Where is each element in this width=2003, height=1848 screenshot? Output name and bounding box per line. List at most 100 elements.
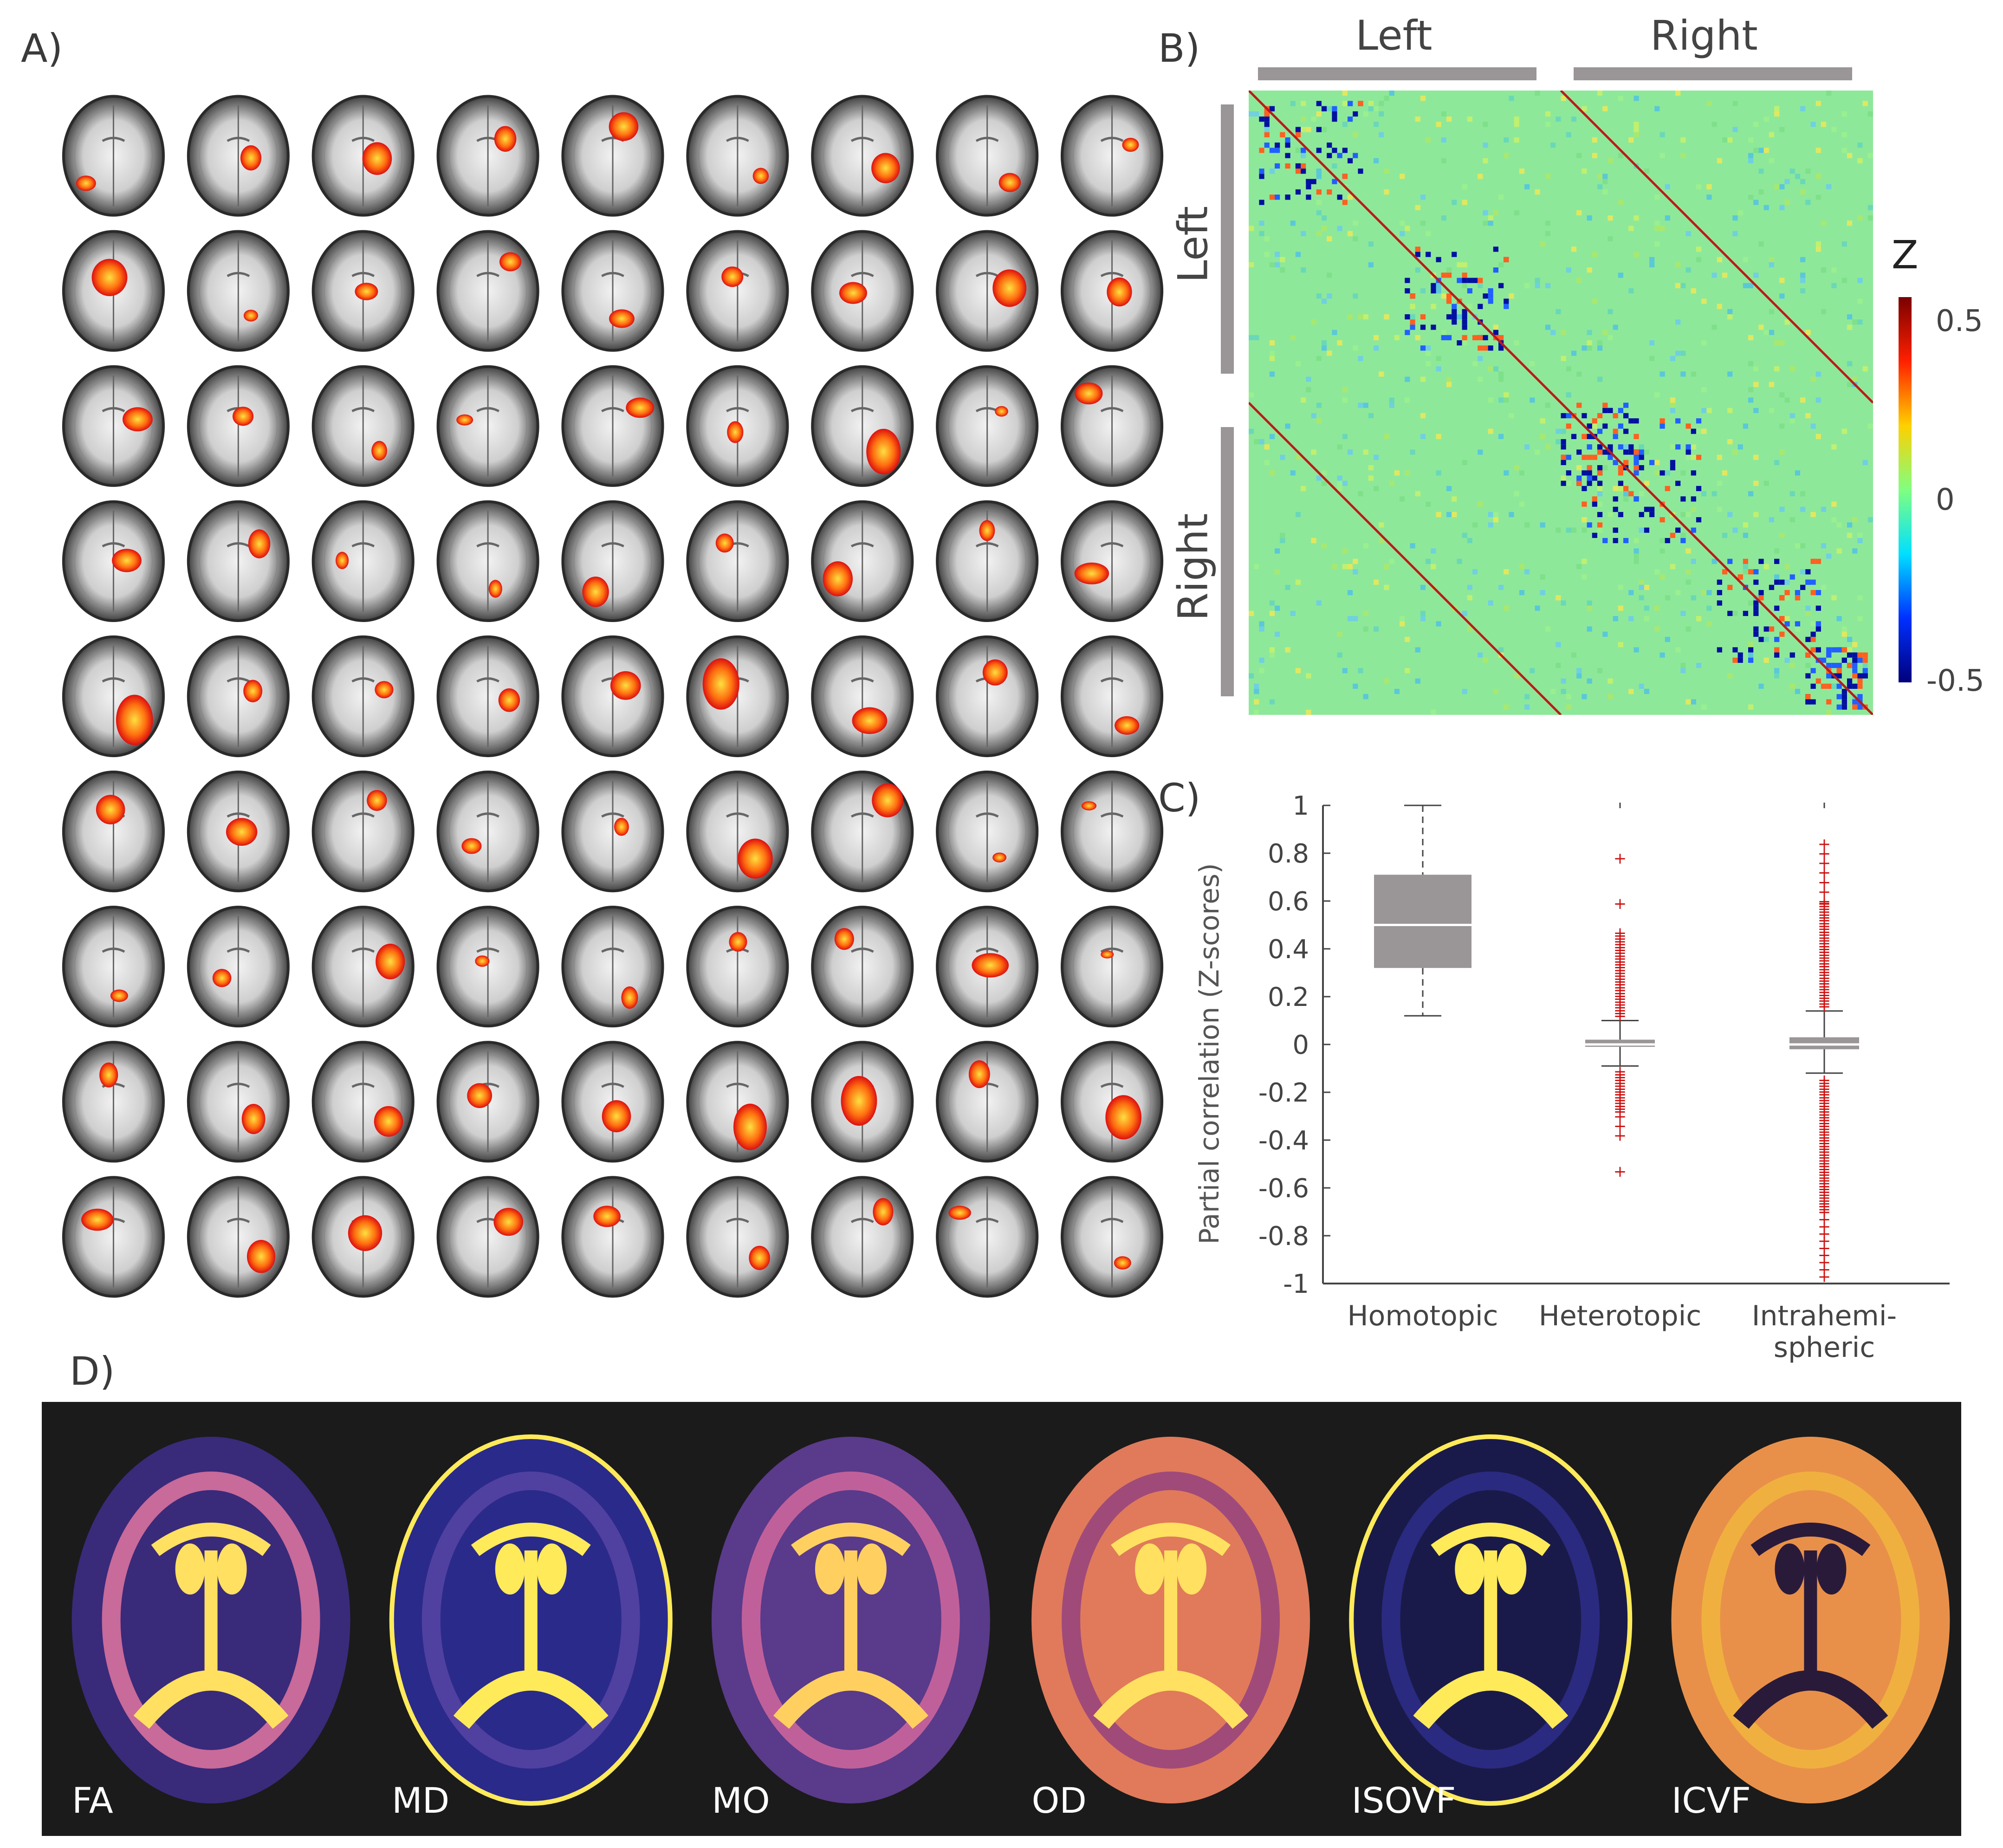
panel-b-top-right-bar	[1574, 67, 1852, 80]
brain-slice	[686, 95, 789, 217]
outlier-marker: +	[1818, 873, 1831, 892]
outlier-marker: +	[1614, 1091, 1627, 1109]
outlier-marker: +	[1818, 892, 1831, 911]
brain-slice	[936, 906, 1039, 1028]
outlier-marker: +	[1818, 1111, 1831, 1130]
brain-slice	[936, 635, 1039, 758]
outlier-marker: +	[1818, 1194, 1831, 1213]
activation-blob	[243, 680, 263, 702]
outlier-marker: +	[1614, 1083, 1627, 1101]
brain-slice	[62, 230, 165, 352]
panel-a-label: A)	[21, 26, 63, 71]
outlier-marker: +	[1818, 1088, 1831, 1107]
activation-blob	[582, 577, 609, 607]
outlier-marker: +	[1614, 1001, 1627, 1020]
activation-blob	[1122, 137, 1139, 152]
outlier-marker: +	[1818, 1100, 1831, 1118]
y-tick-label: -1	[1283, 1269, 1309, 1299]
outlier-marker: +	[1818, 972, 1831, 990]
activation-blob	[362, 142, 392, 175]
outlier-marker: +	[1818, 835, 1831, 853]
outlier-marker: +	[1614, 933, 1627, 951]
outlier-marker: +	[1818, 854, 1831, 873]
brain-slice	[936, 95, 1039, 217]
outlier-marker: +	[1614, 970, 1627, 988]
outlier-marker: +	[1818, 1163, 1831, 1181]
outlier-marker: +	[1818, 969, 1831, 987]
outlier-marker: +	[1818, 966, 1831, 985]
outlier-marker: +	[1818, 1166, 1831, 1184]
brain-slice	[311, 365, 415, 487]
outlier-marker: +	[1614, 938, 1627, 957]
outlier-marker: +	[1818, 1157, 1831, 1176]
outlier-marker: +	[1818, 1268, 1831, 1286]
brain-slice	[811, 1041, 914, 1163]
box-3: ++++++++++++++++++++++++++++++++++++++++…	[1789, 803, 1859, 1286]
activation-blob	[873, 1198, 894, 1226]
outlier-marker: +	[1818, 937, 1831, 956]
activation-blob	[721, 266, 744, 287]
y-tick-label: 0	[1292, 1030, 1309, 1060]
brain-slice	[436, 1041, 539, 1163]
brain-slice	[1061, 771, 1164, 893]
activation-blob	[749, 1245, 770, 1270]
outlier-marker: +	[1818, 994, 1831, 1013]
outlier-marker: +	[1818, 998, 1831, 1016]
y-tick-label: -0.6	[1258, 1174, 1309, 1204]
brain-slice	[62, 1041, 165, 1163]
panel-a-slice-grid	[62, 95, 1164, 1298]
outlier-marker: +	[1614, 935, 1627, 954]
map-label: MO	[712, 1780, 770, 1821]
x-tick-label: Heterotopic	[1539, 1300, 1702, 1332]
activation-blob	[626, 397, 655, 418]
activation-blob	[866, 428, 901, 474]
activation-blob	[494, 126, 517, 152]
activation-blob	[240, 145, 262, 171]
outlier-marker: +	[1818, 1186, 1831, 1204]
activation-blob	[602, 1100, 631, 1133]
brain-slice	[811, 365, 914, 487]
activation-blob	[91, 259, 128, 296]
outlier-marker: +	[1818, 1126, 1831, 1144]
outlier-marker: +	[1614, 1004, 1627, 1023]
panel-b-side-right-label: Right	[1169, 513, 1217, 621]
outlier-marker: +	[1614, 924, 1627, 942]
brain-slice	[686, 365, 789, 487]
outlier-marker: +	[1614, 1080, 1627, 1098]
outlier-marker: +	[1818, 1148, 1831, 1167]
y-tick-label: -0.4	[1258, 1126, 1309, 1156]
brain-slice	[436, 95, 539, 217]
outlier-marker: +	[1614, 955, 1627, 974]
activation-blob	[499, 252, 521, 272]
panel-b-label: B)	[1158, 26, 1200, 71]
outlier-marker: +	[1818, 1217, 1831, 1236]
activation-blob	[609, 309, 635, 328]
activation-blob	[593, 1206, 621, 1227]
outlier-marker: +	[1818, 1253, 1831, 1272]
outlier-marker: +	[1818, 1143, 1831, 1161]
outlier-marker: +	[1614, 1007, 1627, 1025]
activation-blob	[348, 1215, 382, 1251]
activation-blob	[998, 173, 1021, 192]
diffusion-map-od: OD	[1031, 1437, 1310, 1821]
outlier-marker: +	[1818, 1172, 1831, 1190]
brain-slice	[936, 771, 1039, 893]
activation-blob	[248, 529, 271, 558]
brain-slice	[1061, 635, 1164, 758]
outlier-marker: +	[1818, 1105, 1831, 1124]
y-tick-label: 0.6	[1268, 887, 1309, 917]
activation-blob	[752, 168, 769, 184]
outlier-marker: +	[1818, 1183, 1831, 1201]
activation-blob	[610, 671, 641, 700]
activation-blob	[1107, 277, 1132, 307]
outlier-marker: +	[1818, 1137, 1831, 1155]
brain-slice	[1061, 365, 1164, 487]
outlier-marker: +	[1614, 1162, 1627, 1181]
brain-slice	[561, 365, 664, 487]
brain-slice	[811, 906, 914, 1028]
outlier-marker: +	[1818, 1160, 1831, 1179]
activation-blob	[727, 421, 744, 443]
brain-slice	[686, 771, 789, 893]
outlier-marker: +	[1614, 1065, 1627, 1084]
outlier-marker: +	[1818, 983, 1831, 1002]
